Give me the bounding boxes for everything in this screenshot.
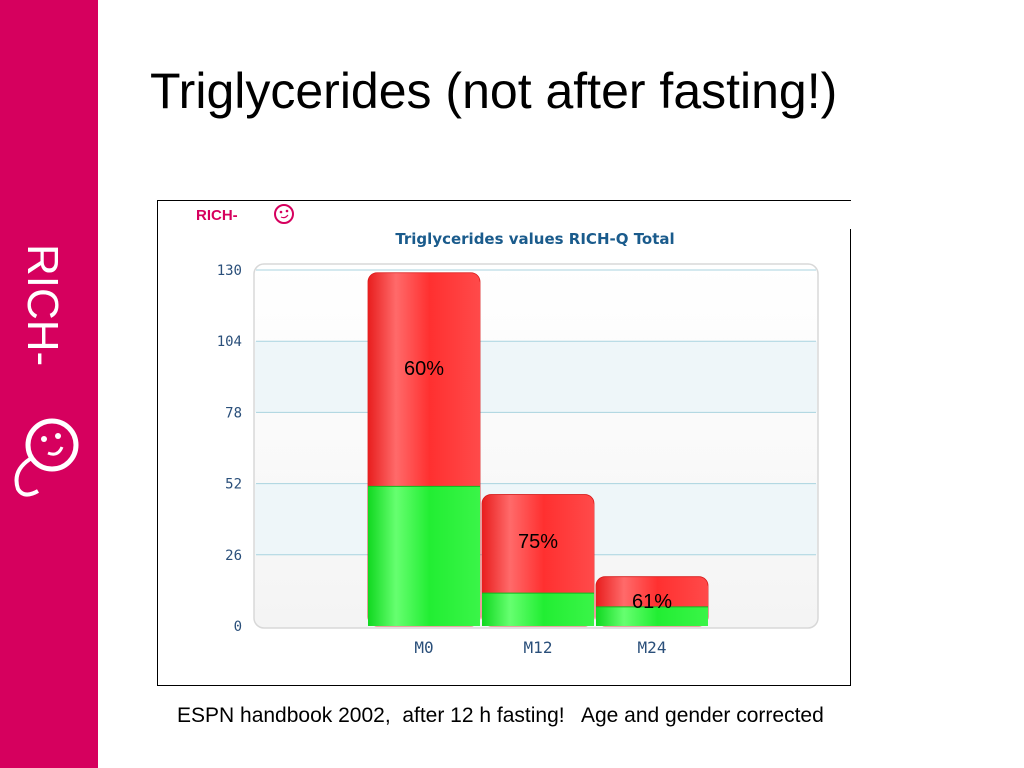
- bar-label-M24: 61%: [632, 591, 672, 613]
- y-tick-label: 52: [225, 477, 242, 493]
- frame-top-border: [157, 200, 851, 201]
- bar-lower-M0: [368, 486, 480, 626]
- bars: 60% 75% 61%: [367, 272, 709, 627]
- bar-lower-M12: [482, 593, 594, 626]
- bar-total-body-M12: [482, 503, 594, 594]
- caption: ESPN handbook 2002, after 12 h fasting! …: [177, 704, 824, 727]
- bar-lower-M24: [596, 606, 708, 626]
- chart-frame: RICH- Triglycerides values RICH-Q Total …: [157, 200, 851, 686]
- bar-label-M12: 75%: [518, 531, 558, 553]
- slide-title: Triglycerides (not after fasting!): [150, 63, 838, 119]
- x-category-label: M12: [524, 638, 553, 657]
- side-logo: RICH-: [14, 244, 79, 497]
- x-axis-labels: M0 M12 M24: [414, 638, 666, 657]
- frame-right-border: [850, 229, 851, 686]
- side-band: [0, 0, 98, 768]
- y-tick-label: 104: [217, 334, 242, 350]
- bar-total-body-M24: [596, 585, 708, 607]
- bar-label-M0: 60%: [404, 358, 444, 380]
- chart-logo-text: RICH-: [196, 207, 238, 224]
- side-logo-text: RICH-: [18, 244, 67, 366]
- chart-title: Triglycerides values RICH-Q Total: [395, 230, 674, 248]
- chart: RICH- Triglycerides values RICH-Q Total …: [196, 204, 819, 657]
- x-category-label: M24: [638, 638, 667, 657]
- y-tick-label: 78: [225, 405, 242, 421]
- chart-logo: RICH-: [196, 204, 294, 224]
- y-tick-label: 0: [234, 619, 242, 635]
- chart-logo-smiley-icon: [274, 204, 294, 224]
- y-tick-label: 26: [225, 548, 242, 564]
- rich-q-smiley-icon: [14, 418, 79, 497]
- bar-total-body-M0: [368, 281, 480, 487]
- grid-band: [255, 341, 817, 413]
- y-tick-label: 130: [217, 263, 242, 279]
- y-axis-ticks: 0 26 52 78 104 130: [217, 263, 242, 635]
- x-category-label: M0: [414, 638, 433, 657]
